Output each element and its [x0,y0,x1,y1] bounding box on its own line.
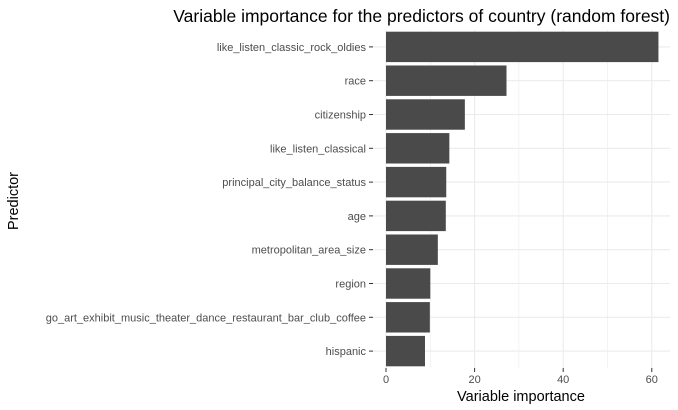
x-axis-title: Variable importance [457,389,585,405]
bar [386,65,507,96]
chart-title: Variable importance for the predictors o… [173,6,670,26]
y-tick-label: principal_city_balance_status [222,177,366,189]
bar [386,268,431,299]
y-tick-label: citizenship [315,110,366,122]
bar [386,166,447,198]
bar [386,335,425,367]
y-tick-label: go_art_exhibit_music_theater_dance_resta… [46,312,366,324]
y-tick-label: hispanic [326,346,367,358]
y-tick-label: like_listen_classical [270,143,366,155]
x-tick-label: 0 [383,374,389,386]
bar [386,133,450,164]
y-tick-label: metropolitan_area_size [252,245,366,257]
y-tick-label: region [335,279,366,291]
y-tick-label: like_listen_classic_rock_oldies [217,42,367,54]
y-axis-title: Predictor [6,172,22,230]
bar [386,200,446,232]
x-tick-label: 60 [646,374,658,386]
y-tick-label: age [348,211,366,223]
y-tick-label: race [345,76,366,88]
bars [386,31,659,367]
x-tick-label: 20 [468,374,480,386]
bar [386,234,438,265]
bar [386,31,659,63]
x-tick-label: 40 [557,374,569,386]
x-axis-ticks: 0 20 40 60 [383,368,658,386]
bar [386,99,465,130]
bar [386,302,430,333]
